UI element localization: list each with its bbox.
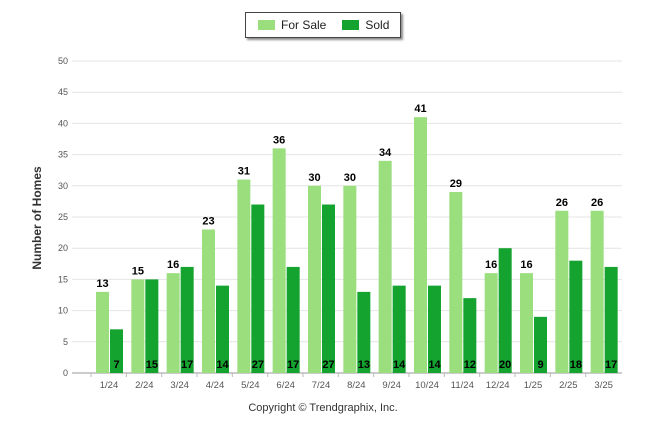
bar-for-sale[interactable]: [484, 273, 498, 373]
bar-sold[interactable]: [180, 266, 194, 373]
x-tick-label: 11/24: [451, 380, 474, 391]
y-tick-label: 0: [63, 368, 68, 378]
data-label-sold: 18: [570, 359, 582, 371]
y-tick-label: 10: [58, 306, 68, 316]
bar-for-sale[interactable]: [272, 148, 286, 373]
data-label-sold: 17: [605, 359, 617, 371]
axes: 0 5 10 15 20 25 30 35 40 45 50 1/24 2/24 3/24 4/24 5/24…: [58, 56, 622, 391]
bars: [96, 117, 618, 373]
data-label-sold: 14: [216, 359, 229, 371]
x-tick-label: 12/24: [486, 380, 510, 391]
bar-for-sale[interactable]: [414, 117, 427, 373]
data-label-for-sale: 34: [379, 147, 392, 159]
bar-sold[interactable]: [251, 204, 265, 373]
bar-for-sale[interactable]: [237, 179, 251, 373]
x-tick-label: 7/24: [312, 380, 331, 391]
data-label-sold: 20: [499, 359, 511, 371]
y-tick-label: 25: [58, 212, 68, 222]
x-tick-label: 2/25: [559, 380, 578, 391]
data-label-for-sale: 30: [308, 172, 320, 184]
bar-sold[interactable]: [216, 285, 229, 373]
data-labels: 13 7 15 15 16 17 23 14 31 27 36 17 30 27 30 13 34 14 41 14 2…: [96, 103, 617, 371]
data-label-sold: 27: [252, 359, 264, 371]
data-label-sold: 13: [358, 359, 370, 371]
data-label-sold: 14: [428, 359, 441, 371]
y-tick-label: 50: [58, 56, 68, 66]
bar-sold[interactable]: [392, 285, 406, 373]
data-label-for-sale: 16: [520, 259, 532, 271]
x-tick-label: 3/24: [170, 380, 189, 391]
bar-for-sale[interactable]: [449, 192, 463, 373]
bar-for-sale[interactable]: [202, 229, 215, 373]
legend-item-sold[interactable]: Sold: [342, 18, 389, 32]
x-tick-label: 9/24: [382, 380, 401, 391]
bar-for-sale[interactable]: [308, 185, 321, 373]
x-tick-label: 6/24: [276, 380, 295, 391]
data-label-for-sale: 16: [485, 259, 497, 271]
data-label-for-sale: 29: [450, 178, 462, 190]
y-tick-label: 45: [58, 87, 68, 97]
copyright-text: Copyright © Trendgraphix, Inc.: [248, 402, 398, 414]
data-label-sold: 12: [464, 359, 476, 371]
bar-sold[interactable]: [428, 285, 441, 373]
y-axis-label: Number of Homes: [30, 166, 44, 270]
bar-sold[interactable]: [498, 248, 512, 373]
bar-for-sale[interactable]: [131, 279, 145, 373]
data-label-sold: 17: [181, 359, 193, 371]
data-label-for-sale: 15: [132, 265, 144, 277]
bar-sold[interactable]: [357, 291, 371, 373]
data-label-for-sale: 30: [344, 172, 356, 184]
legend-label-for-sale: For Sale: [281, 18, 327, 32]
bar-sold[interactable]: [604, 266, 618, 373]
data-label-for-sale: 16: [167, 259, 179, 271]
data-label-sold: 17: [287, 359, 299, 371]
y-tick-label: 20: [58, 243, 68, 253]
y-tick-label: 30: [58, 181, 68, 191]
data-label-sold: 7: [113, 359, 119, 371]
data-label-sold: 15: [146, 359, 158, 371]
data-label-for-sale: 41: [414, 103, 426, 115]
x-tick-label: 1/25: [524, 380, 543, 391]
x-tick-label: 4/24: [206, 380, 225, 391]
bar-for-sale[interactable]: [590, 210, 604, 373]
legend: For Sale Sold: [245, 12, 401, 38]
bar-for-sale[interactable]: [166, 273, 180, 373]
x-tick-label: 3/25: [594, 380, 613, 391]
bar-sold[interactable]: [110, 329, 123, 373]
legend-label-sold: Sold: [365, 18, 390, 32]
bar-sold[interactable]: [286, 266, 300, 373]
bar-sold[interactable]: [534, 316, 547, 373]
y-tick-label: 40: [58, 118, 68, 128]
y-tick-label: 5: [63, 337, 68, 347]
legend-swatch-for-sale: [258, 20, 275, 30]
x-tick-label: 5/24: [241, 380, 260, 391]
legend-swatch-sold: [342, 20, 360, 30]
y-tick-label: 35: [58, 150, 68, 160]
bar-sold[interactable]: [322, 204, 335, 373]
data-label-for-sale: 23: [202, 215, 214, 227]
data-label-sold: 9: [537, 359, 543, 371]
data-label-sold: 14: [393, 359, 406, 371]
bar-for-sale[interactable]: [555, 210, 569, 373]
data-label-for-sale: 26: [556, 197, 568, 209]
bar-for-sale[interactable]: [378, 160, 392, 373]
y-tick-label: 15: [58, 274, 68, 284]
bar-sold[interactable]: [463, 298, 477, 373]
data-label-for-sale: 26: [591, 197, 603, 209]
data-label-for-sale: 31: [238, 166, 250, 178]
x-tick-label: 8/24: [347, 380, 366, 391]
x-tick-label: 2/24: [135, 380, 154, 391]
x-tick-label: 10/24: [415, 380, 439, 391]
data-label-for-sale: 13: [96, 278, 108, 290]
bar-for-sale[interactable]: [520, 273, 533, 373]
x-tick-label: 1/24: [100, 380, 119, 391]
data-label-sold: 27: [322, 359, 334, 371]
legend-item-for-sale[interactable]: For Sale: [258, 18, 326, 32]
data-label-for-sale: 36: [273, 134, 285, 146]
bar-for-sale[interactable]: [343, 185, 357, 373]
bar-sold[interactable]: [569, 260, 583, 373]
bar-sold[interactable]: [145, 279, 159, 373]
bar-for-sale[interactable]: [96, 291, 109, 373]
